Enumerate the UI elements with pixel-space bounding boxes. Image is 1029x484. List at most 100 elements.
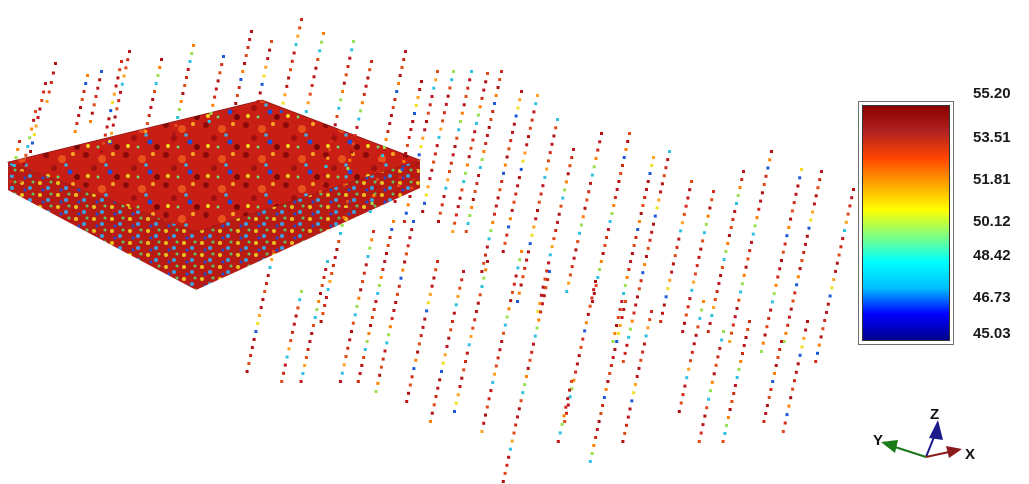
well-sample-point (568, 273, 572, 277)
well-sample-point (426, 111, 430, 115)
well-sample-point (729, 226, 733, 229)
well-sample-point (331, 264, 335, 267)
well-sample-point (721, 440, 725, 443)
well-sample-point (583, 329, 587, 333)
well-sample-point (544, 286, 548, 290)
well-sample-point (521, 391, 525, 395)
well-sample-point (590, 452, 594, 455)
well-sample-point (367, 332, 371, 335)
well-sample-point (365, 340, 369, 343)
well-sample-point (537, 200, 541, 204)
well-sample-point (557, 212, 561, 216)
well-sample-point (344, 208, 348, 211)
well-sample-point (213, 95, 217, 99)
well-sample-point (282, 371, 285, 375)
well-sample-point (181, 92, 185, 95)
well-sample-point (657, 198, 661, 202)
well-sample-point (369, 324, 373, 327)
well-sample-point (377, 284, 381, 287)
well-sample-point (370, 316, 374, 319)
well-sample-point (823, 319, 827, 322)
well-sample-point (568, 164, 572, 168)
well-sample-point (623, 431, 627, 435)
well-sample-point (356, 380, 360, 383)
well-sample-point (402, 160, 406, 163)
well-sample-point (310, 332, 314, 335)
well-sample-point (111, 100, 114, 104)
well-sample-point (759, 199, 763, 203)
well-sample-point (445, 345, 449, 348)
well-sample-point (558, 431, 562, 435)
well-sample-point (469, 146, 473, 150)
well-sample-point (156, 74, 160, 77)
well-sample-point (249, 354, 253, 357)
well-sample-point (395, 192, 399, 195)
well-sample-point (235, 94, 239, 97)
well-sample-point (430, 411, 434, 415)
well-sample-point (117, 99, 121, 103)
well-sample-point (460, 278, 464, 282)
well-sample-point (550, 245, 554, 249)
well-sample-point (715, 290, 719, 293)
well-sample-point (362, 356, 366, 359)
well-sample-point (528, 126, 532, 130)
well-sample-point (781, 250, 785, 254)
well-sample-point (444, 102, 448, 106)
well-sample-point (568, 395, 572, 399)
well-sample-point (470, 206, 474, 209)
axis-label-z: Z (930, 406, 940, 423)
legend-tick-label: 51.81 (973, 171, 1011, 188)
well-sample-point (731, 323, 735, 327)
well-sample-point (661, 311, 664, 315)
well-sample-point (399, 276, 403, 280)
well-sample-point (641, 204, 645, 207)
well-sample-point (413, 112, 416, 115)
well-sample-point (498, 348, 502, 352)
well-sample-point (733, 384, 737, 387)
well-sample-point (339, 232, 342, 235)
well-sample-point (819, 335, 823, 339)
well-sample-point (539, 293, 543, 297)
well-sample-point (364, 263, 368, 267)
well-sample-point (467, 343, 471, 347)
well-sample-point (565, 290, 569, 293)
well-sample-point (316, 58, 320, 61)
well-sample-point (783, 421, 787, 425)
well-sample-point (377, 170, 381, 173)
well-sample-point (611, 340, 615, 343)
well-sample-point (283, 363, 287, 367)
well-sample-point (344, 73, 348, 77)
well-sample-point (561, 196, 565, 200)
well-sample-point (362, 92, 366, 96)
well-sample-point (699, 431, 703, 435)
well-sample-point (825, 310, 828, 314)
well-data-points (9, 18, 855, 483)
well-sample-point (534, 217, 538, 221)
well-sample-point (421, 210, 425, 213)
well-sample-point (102, 141, 105, 145)
well-sample-point (794, 370, 798, 374)
well-sample-point (637, 220, 641, 223)
well-sample-point (633, 383, 637, 387)
well-sample-point (503, 323, 507, 327)
well-sample-point (414, 104, 418, 107)
well-sample-point (464, 230, 468, 233)
well-sample-point (476, 113, 480, 117)
well-sample-point (712, 372, 716, 376)
well-sample-point (462, 180, 466, 184)
well-sample-point (487, 237, 491, 241)
well-sample-point (360, 101, 364, 105)
well-sample-point (597, 420, 601, 423)
well-sample-point (514, 274, 518, 278)
well-sample-point (795, 283, 799, 287)
well-sample-point (308, 92, 312, 96)
well-sample-point (837, 253, 841, 257)
well-sample-point (741, 352, 744, 355)
well-sample-point (543, 277, 547, 281)
well-sample-point (429, 420, 432, 423)
well-sample-point (405, 400, 409, 403)
well-sample-point (440, 370, 443, 373)
well-sample-point (598, 268, 602, 271)
well-sample-point (49, 81, 53, 84)
